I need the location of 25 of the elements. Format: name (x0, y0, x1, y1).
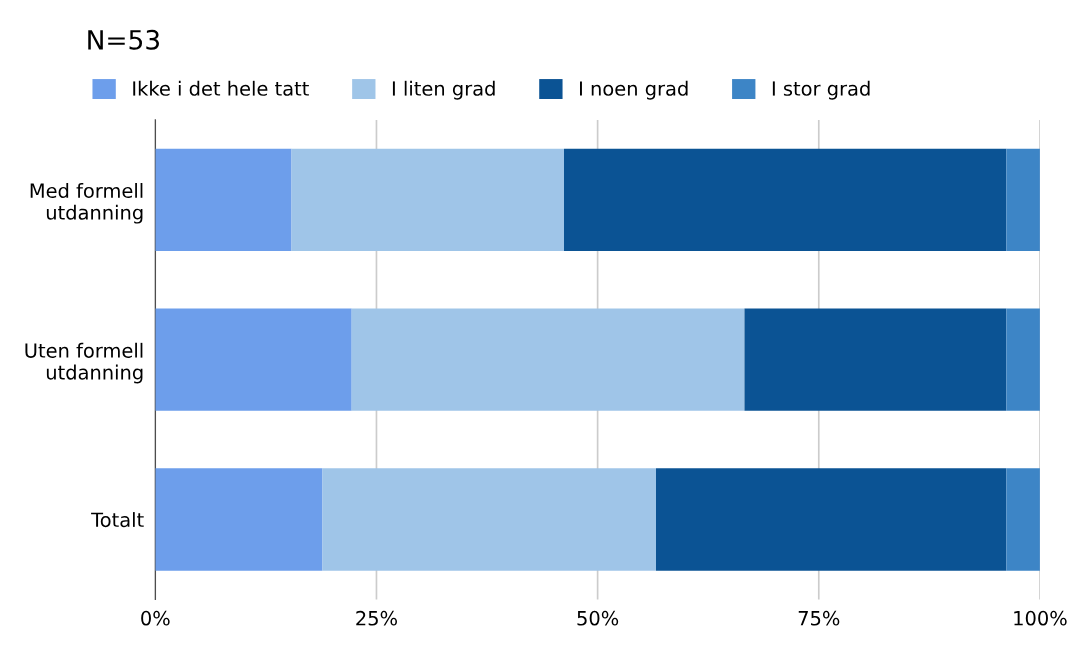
bar (1006, 308, 1040, 411)
y-tick-label: Totalt (91, 512, 144, 528)
bar (155, 148, 292, 251)
bar (656, 468, 1007, 571)
x-tick-label: 25% (356, 610, 397, 626)
x-tick-label: 0% (141, 610, 170, 626)
bar (291, 148, 564, 251)
legend-label: I liten grad (392, 80, 495, 100)
legend-label: I noen grad (580, 80, 688, 100)
bar (744, 308, 1007, 411)
bar (322, 468, 656, 571)
bar (1006, 468, 1040, 571)
y-tick-label: Uten formell utdanning (25, 342, 143, 384)
bar (155, 308, 352, 411)
x-tick-label: 50% (577, 610, 619, 626)
x-tick-label: 75% (798, 610, 840, 626)
chart-title: N=53 (88, 29, 159, 50)
bar (1006, 148, 1040, 251)
bar (155, 468, 323, 571)
legend-label: I stor grad (772, 80, 870, 100)
bar (564, 148, 1007, 251)
x-tick-label: 100% (1014, 610, 1067, 626)
legend-label: Ikke i det hele tatt (133, 80, 309, 96)
bar (351, 308, 745, 411)
y-tick-label: Med formell utdanning (30, 183, 143, 224)
